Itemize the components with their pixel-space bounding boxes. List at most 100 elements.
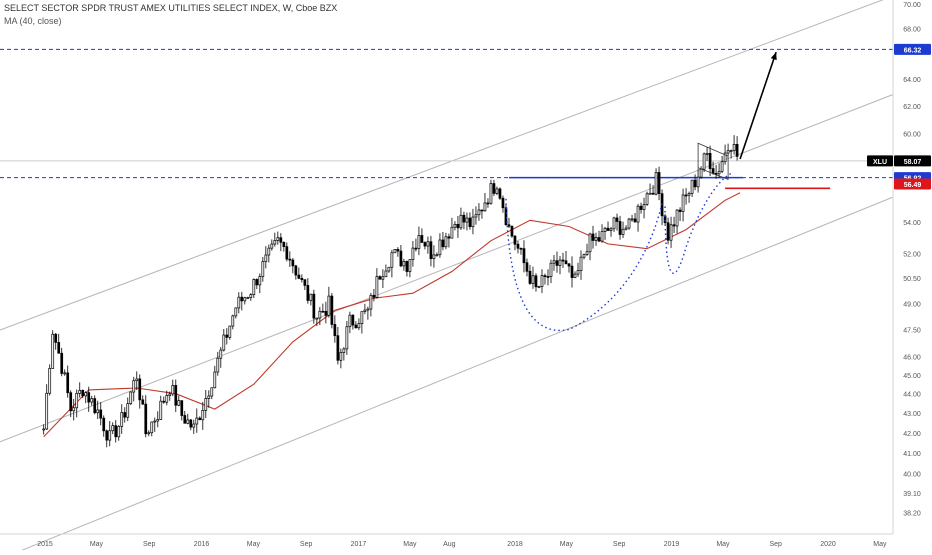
- candle[interactable]: [111, 422, 115, 435]
- candle[interactable]: [450, 217, 454, 239]
- candle[interactable]: [240, 291, 244, 311]
- candle[interactable]: [525, 258, 529, 277]
- candle[interactable]: [210, 387, 214, 400]
- candle[interactable]: [363, 303, 367, 315]
- candle[interactable]: [135, 371, 139, 391]
- candle[interactable]: [639, 202, 643, 214]
- candle[interactable]: [642, 197, 646, 219]
- candle[interactable]: [108, 421, 112, 447]
- candle[interactable]: [225, 328, 229, 345]
- candle[interactable]: [183, 410, 187, 424]
- candle[interactable]: [69, 390, 73, 418]
- candle[interactable]: [672, 216, 676, 234]
- candle[interactable]: [72, 398, 76, 421]
- candle[interactable]: [546, 269, 550, 286]
- candle[interactable]: [579, 250, 583, 280]
- candle[interactable]: [351, 314, 355, 330]
- candle[interactable]: [411, 241, 415, 267]
- candle[interactable]: [516, 240, 520, 254]
- candle[interactable]: [243, 296, 247, 305]
- candle[interactable]: [339, 348, 343, 369]
- candle[interactable]: [150, 421, 154, 437]
- candle[interactable]: [426, 236, 430, 254]
- candle[interactable]: [384, 264, 388, 278]
- candle[interactable]: [114, 420, 118, 443]
- candle[interactable]: [699, 166, 703, 179]
- candle[interactable]: [198, 416, 202, 421]
- candle[interactable]: [534, 273, 538, 292]
- candle[interactable]: [687, 191, 691, 203]
- candle[interactable]: [594, 232, 598, 246]
- candle[interactable]: [666, 217, 670, 245]
- candle[interactable]: [45, 384, 49, 431]
- candle[interactable]: [396, 247, 400, 257]
- candle[interactable]: [162, 396, 166, 404]
- candle[interactable]: [570, 256, 574, 288]
- candle[interactable]: [117, 425, 121, 441]
- candle[interactable]: [669, 216, 673, 248]
- candle[interactable]: [276, 231, 280, 245]
- candle[interactable]: [303, 279, 307, 290]
- candle[interactable]: [657, 166, 661, 201]
- candle[interactable]: [270, 239, 274, 251]
- candle[interactable]: [462, 211, 466, 230]
- candle[interactable]: [288, 251, 292, 268]
- candle[interactable]: [612, 216, 616, 232]
- candle[interactable]: [660, 189, 664, 226]
- candle[interactable]: [180, 400, 184, 421]
- candle[interactable]: [159, 395, 163, 420]
- candle[interactable]: [732, 135, 736, 155]
- candle[interactable]: [513, 235, 517, 251]
- candle[interactable]: [549, 259, 553, 284]
- candle[interactable]: [300, 274, 304, 283]
- candle[interactable]: [84, 391, 88, 404]
- candle[interactable]: [423, 241, 427, 250]
- candle[interactable]: [267, 244, 271, 263]
- candle[interactable]: [510, 225, 514, 238]
- candle[interactable]: [207, 390, 211, 408]
- candle[interactable]: [486, 198, 490, 208]
- candle[interactable]: [375, 268, 379, 299]
- candle[interactable]: [558, 256, 562, 275]
- candle[interactable]: [342, 347, 346, 361]
- candle[interactable]: [231, 314, 235, 330]
- candle[interactable]: [255, 278, 259, 290]
- candle[interactable]: [321, 303, 325, 313]
- candle[interactable]: [456, 216, 460, 238]
- candle[interactable]: [147, 430, 151, 437]
- candle[interactable]: [186, 413, 190, 425]
- candle[interactable]: [87, 386, 91, 412]
- candle[interactable]: [66, 365, 70, 398]
- candle[interactable]: [237, 292, 241, 314]
- candle[interactable]: [630, 214, 634, 222]
- candle[interactable]: [408, 259, 412, 278]
- candle[interactable]: [540, 269, 544, 294]
- candle[interactable]: [468, 212, 472, 230]
- candle[interactable]: [582, 253, 586, 260]
- candle[interactable]: [309, 293, 313, 306]
- candle[interactable]: [357, 318, 361, 331]
- candle[interactable]: [333, 315, 337, 343]
- candle[interactable]: [522, 240, 526, 273]
- candle[interactable]: [390, 249, 394, 278]
- candle[interactable]: [459, 207, 463, 230]
- candle[interactable]: [258, 273, 262, 294]
- candle[interactable]: [735, 136, 739, 161]
- candle[interactable]: [393, 249, 397, 254]
- candle[interactable]: [501, 195, 505, 213]
- candle[interactable]: [453, 221, 457, 231]
- candle[interactable]: [219, 347, 223, 368]
- candle[interactable]: [51, 330, 55, 369]
- candle[interactable]: [228, 325, 232, 340]
- candle[interactable]: [477, 203, 481, 221]
- candle[interactable]: [222, 329, 226, 352]
- candle[interactable]: [420, 228, 424, 243]
- candle[interactable]: [291, 257, 295, 274]
- candle[interactable]: [105, 429, 109, 448]
- candle[interactable]: [597, 230, 601, 243]
- candle[interactable]: [93, 395, 97, 415]
- candle[interactable]: [273, 232, 277, 247]
- candle[interactable]: [366, 306, 370, 320]
